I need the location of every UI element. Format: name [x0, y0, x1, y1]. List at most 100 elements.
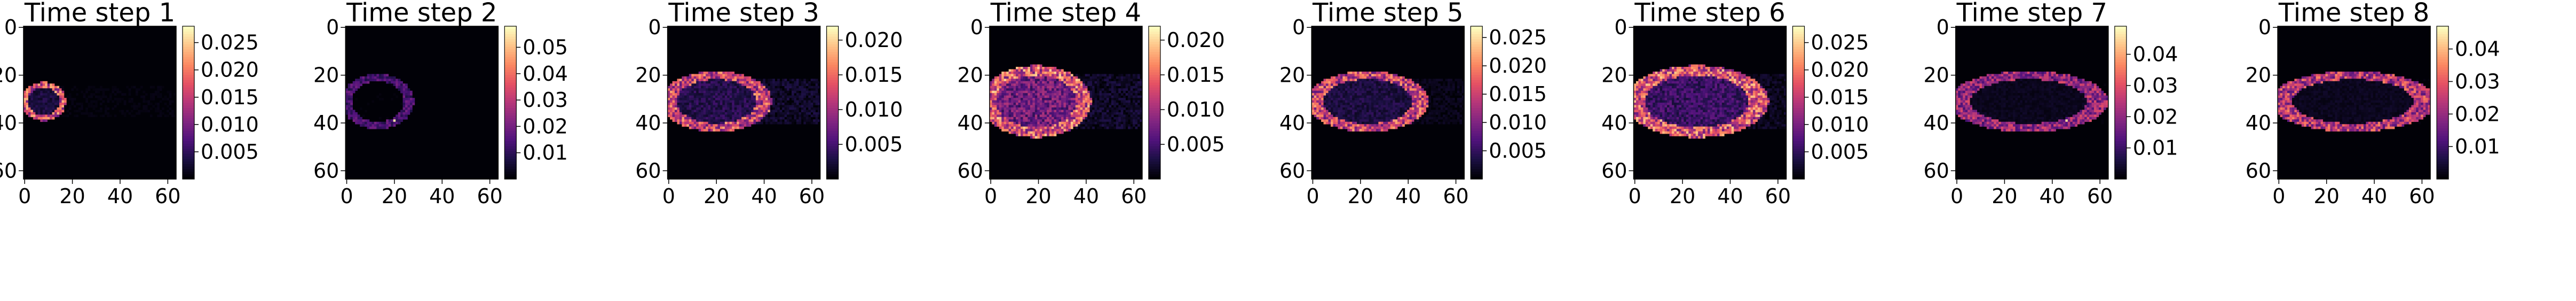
heatmap-cell [1311, 95, 1314, 98]
heatmap-cell [1128, 117, 1131, 120]
heatmap-cell [1047, 100, 1049, 103]
x-tick-label: 20 [1025, 184, 1051, 208]
heatmap-cell [1082, 110, 1085, 113]
heatmap-cell [1028, 112, 1031, 115]
heatmap-cell [782, 107, 785, 110]
heatmap-cell [732, 95, 735, 98]
heatmap-cell [693, 98, 697, 101]
heatmap-cell [1044, 129, 1047, 132]
heatmap-cell [405, 100, 408, 103]
heatmap-cell [737, 119, 739, 122]
heatmap-cell [402, 90, 406, 94]
heatmap-cell [679, 112, 682, 115]
heatmap-cell [805, 110, 809, 113]
heatmap-cell [143, 107, 146, 110]
colorbar-segment [183, 130, 194, 134]
heatmap-cell [1082, 114, 1085, 118]
heatmap-cell [693, 83, 697, 87]
heatmap-cell [1440, 103, 1443, 105]
heatmap-cell [1118, 88, 1121, 91]
heatmap-cell [131, 86, 133, 89]
heatmap-cell [801, 81, 804, 84]
heatmap-cell [713, 83, 716, 87]
colorbar-segment [504, 168, 517, 172]
heatmap-cell [1078, 107, 1081, 110]
heatmap-cell [1008, 98, 1012, 101]
heatmap-cell [1056, 81, 1059, 84]
heatmap-cell [1113, 107, 1117, 110]
heatmap-cell [1096, 81, 1100, 84]
heatmap-cell [1366, 88, 1369, 91]
heatmap-cell [1340, 114, 1343, 118]
heatmap-cell [1450, 103, 1453, 105]
heatmap-cell [997, 105, 1000, 108]
heatmap-cell [1450, 90, 1453, 94]
heatmap-cell [794, 103, 797, 105]
heatmap-cell [28, 112, 31, 115]
heatmap-cell [1433, 83, 1436, 87]
heatmap-cell [1128, 112, 1131, 115]
heatmap-cell [686, 79, 690, 82]
heatmap-cell [713, 103, 716, 105]
heatmap-cell [1080, 121, 1083, 125]
heatmap-cell [1402, 112, 1405, 115]
heatmap-cell [682, 105, 685, 108]
heatmap-cell [1030, 71, 1033, 74]
colorbar-segment [183, 176, 194, 180]
heatmap-cell [1366, 114, 1369, 118]
heatmap-cell [372, 121, 375, 125]
heatmap-cell [1047, 93, 1049, 96]
heatmap-cell [1101, 124, 1104, 127]
heatmap-cell [140, 86, 143, 89]
heatmap-cell [794, 86, 797, 89]
heatmap-cell [1354, 103, 1357, 105]
heatmap-cell [1034, 88, 1038, 91]
heatmap-cell [772, 100, 775, 103]
heatmap-cell [1123, 107, 1126, 110]
heatmap-cell [770, 117, 773, 120]
heatmap-cell [1349, 93, 1353, 96]
heatmap-cell [724, 83, 728, 87]
heatmap-cell [729, 126, 732, 129]
heatmap-cell [808, 119, 811, 122]
heatmap-cell [810, 107, 813, 110]
colorbar-segment [504, 115, 517, 119]
heatmap-cell [999, 79, 1002, 82]
heatmap-cell [815, 121, 818, 125]
heatmap-cell [796, 79, 799, 82]
heatmap-cell [409, 93, 413, 96]
heatmap-cell [1008, 119, 1012, 122]
heatmap-cell [1316, 88, 1319, 91]
heatmap-cell [1125, 121, 1128, 125]
heatmap-cell [1001, 126, 1005, 129]
heatmap-cell [791, 95, 794, 98]
heatmap-cell [407, 107, 410, 110]
heatmap-cell [689, 114, 692, 118]
colorbar-segment [826, 36, 839, 40]
heatmap-cell [1330, 100, 1333, 103]
heatmap-cell [693, 81, 697, 84]
heatmap-cell [61, 110, 65, 113]
heatmap-cell [715, 117, 718, 120]
heatmap-cell [1068, 76, 1071, 79]
heatmap-cell [1049, 76, 1052, 79]
heatmap-cell [40, 100, 43, 103]
heatmap-cell [794, 100, 797, 103]
heatmap-cell [1116, 98, 1119, 101]
heatmap-cell [1349, 76, 1353, 79]
heatmap-cell [801, 117, 804, 120]
heatmap-cell [706, 98, 708, 101]
heatmap-cell [393, 83, 396, 87]
heatmap-cell [1018, 88, 1021, 91]
heatmap-cell [23, 100, 26, 103]
heatmap-cell [1042, 76, 1045, 79]
heatmap-cell [1123, 90, 1126, 94]
heatmap-cell [1364, 110, 1367, 113]
heatmap-cell [748, 117, 752, 120]
heatmap-cell [1416, 81, 1419, 84]
heatmap-cell [1078, 100, 1081, 103]
heatmap-cell [737, 105, 739, 108]
heatmap-cell [1349, 119, 1353, 122]
colorbar-segment [183, 123, 194, 126]
heatmap-cell [112, 90, 115, 94]
